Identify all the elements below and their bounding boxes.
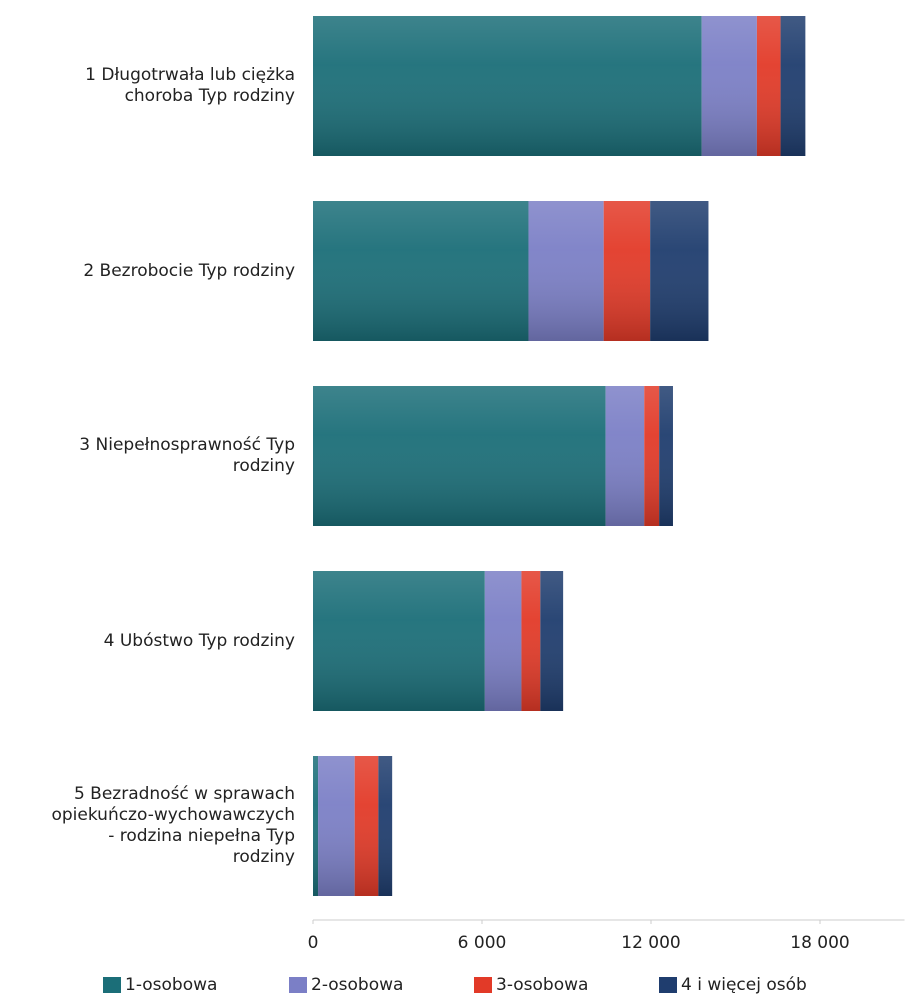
legend-label: 2-osobowa xyxy=(311,975,403,995)
legend-label: 1-osobowa xyxy=(125,975,217,995)
category-label: 3 Niepełnosprawność Typ rodziny xyxy=(79,435,295,476)
x-tick-label: 6 000 xyxy=(458,933,507,953)
legend-label: 3-osobowa xyxy=(496,975,588,995)
legend-label: 4 i więcej osób xyxy=(681,975,807,995)
legend-swatch xyxy=(474,977,492,993)
category-label: 2 Bezrobocie Typ rodziny xyxy=(83,260,295,281)
category-label: 1 Długotrwała lub ciężka choroba Typ rod… xyxy=(85,65,295,106)
x-tick-label: 0 xyxy=(308,933,319,953)
legend-swatch xyxy=(659,977,677,993)
category-label: 5 Bezradność w sprawach opiekuńczo-wycho… xyxy=(51,784,295,867)
x-tick-label: 12 000 xyxy=(621,933,680,953)
category-label: 4 Ubóstwo Typ rodziny xyxy=(103,630,295,651)
x-tick-label: 18 000 xyxy=(790,933,849,953)
legend-swatch xyxy=(103,977,121,993)
legend-swatch xyxy=(289,977,307,993)
